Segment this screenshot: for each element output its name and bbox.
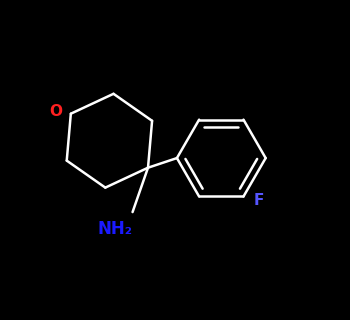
Text: F: F	[253, 193, 264, 208]
Text: O: O	[49, 104, 62, 119]
Text: NH₂: NH₂	[98, 220, 133, 238]
